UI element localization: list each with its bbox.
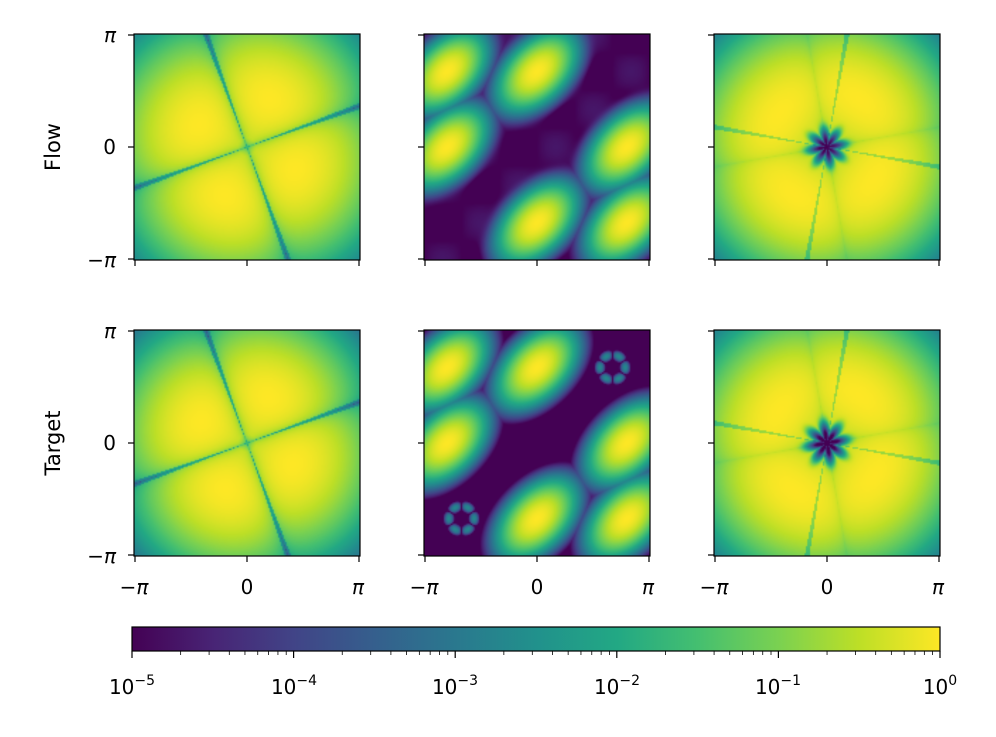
xtick-label-col3-pi: π [932,575,945,599]
heatmap-flow-1 [134,34,360,260]
panel-target-2 [423,329,651,557]
panel-target-3 [713,329,941,557]
row-label-target: Target [41,411,65,477]
axis-ticks [128,34,940,562]
ytick-label-top-row-pi: π [104,23,117,47]
xtick-label-col1-neg-pi: −π [120,575,150,599]
colorbar-ticks [131,651,941,658]
xtick-label-col3-zero: 0 [821,575,834,599]
ytick-label-top-row-neg-pi: −π [87,248,117,272]
xtick-label-col1-pi: π [352,575,365,599]
panel-target-1 [133,329,361,557]
colorbar-label-1e-3: 10−3 [432,673,478,699]
heatmap-flow-2 [424,34,650,260]
heatmap-target-2 [424,330,650,556]
row-label-flow: Flow [41,123,65,171]
panel-flow-1 [133,33,361,261]
colorbar-label-1e-5: 10−5 [109,673,155,699]
colorbar-gradient [131,626,941,652]
heatmap-target-3 [714,330,940,556]
ytick-label-bottom-row-zero: 0 [103,431,116,455]
xtick-label-col2-neg-pi: −π [410,575,440,599]
ytick-label-top-row-zero: 0 [103,135,116,159]
xtick-label-col1-zero: 0 [241,575,254,599]
colorbar-label-1e-1: 10−1 [755,673,801,699]
colorbar-label-1e-4: 10−4 [271,673,317,699]
ytick-label-bottom-row-neg-pi: −π [87,544,117,568]
xtick-label-col2-pi: π [642,575,655,599]
xtick-label-col3-neg-pi: −π [700,575,730,599]
colorbar-label-1e-2: 10−2 [594,673,640,699]
heatmap-flow-3 [714,34,940,260]
ytick-label-bottom-row-pi: π [104,319,117,343]
colorbar: 10−5 10−4 10−3 10−2 10−1 100 [109,626,957,699]
xtick-label-col2-zero: 0 [531,575,544,599]
colorbar-label-1e0: 100 [923,673,957,699]
panel-flow-2 [423,33,651,261]
panel-flow-3 [713,33,941,261]
heatmap-target-1 [134,330,360,556]
